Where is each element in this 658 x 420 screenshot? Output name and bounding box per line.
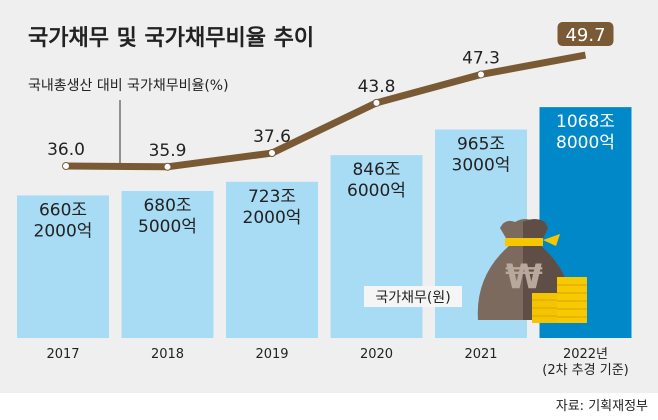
source-label: 자료: 기획재정부 — [556, 399, 648, 414]
bar-value-label: 1068조 — [556, 112, 615, 132]
bar-value-label: 965조 — [457, 134, 505, 154]
line-legend-label: 국내총생산 대비 국가채무비율(%) — [28, 78, 229, 94]
bar-value-label: 680조 — [143, 196, 191, 216]
bar-legend-box — [364, 286, 462, 307]
bar-value-label: 2000억 — [243, 208, 302, 228]
chart-title: 국가채무 및 국가채무비율 추이 — [28, 26, 314, 51]
bar — [226, 181, 318, 338]
x-tick-label: 2020 — [360, 347, 393, 362]
ratio-value-label: 43.8 — [358, 77, 396, 97]
bar-legend-label: 국가채무(원) — [375, 290, 450, 306]
ratio-value-label: 47.3 — [462, 48, 500, 68]
svg-text:₩: ₩ — [505, 257, 543, 297]
ratio-point — [163, 162, 172, 171]
bar-value-label: 2000억 — [34, 221, 93, 241]
x-tick-label: 2019 — [255, 347, 288, 362]
bar — [17, 195, 109, 338]
bar-value-label: 8000억 — [556, 133, 615, 153]
bar-value-label: 6000억 — [347, 181, 406, 201]
x-tick-label: 2018 — [151, 347, 184, 362]
money-bag-icon: ₩ — [477, 219, 587, 323]
ratio-value-label: 35.9 — [149, 141, 187, 161]
bar — [330, 155, 423, 338]
x-tick-sublabel: (2차 추경 기준) — [542, 363, 628, 378]
bar — [121, 191, 214, 338]
ratio-point — [268, 149, 276, 158]
bar-value-label: 846조 — [352, 160, 400, 180]
x-tick-label: 2017 — [46, 347, 79, 362]
ratio-point — [62, 162, 70, 170]
ratio-point — [372, 98, 381, 107]
ratio-value-label: 49.7 — [565, 25, 605, 46]
ratio-line — [65, 51, 587, 171]
bar-value-label: 660조 — [39, 200, 87, 220]
ratio-point — [477, 70, 485, 79]
ratio-highlight-badge — [557, 22, 614, 47]
x-tick-label: 2021 — [464, 347, 497, 362]
bar-value-label: 3000억 — [452, 155, 511, 175]
bar-value-label: 723조 — [248, 187, 296, 207]
ratio-value-label: 37.6 — [253, 127, 291, 147]
bar-value-label: 5000억 — [138, 217, 197, 237]
x-tick-label: 2022년 — [563, 347, 608, 362]
ratio-value-label: 36.0 — [47, 140, 85, 160]
